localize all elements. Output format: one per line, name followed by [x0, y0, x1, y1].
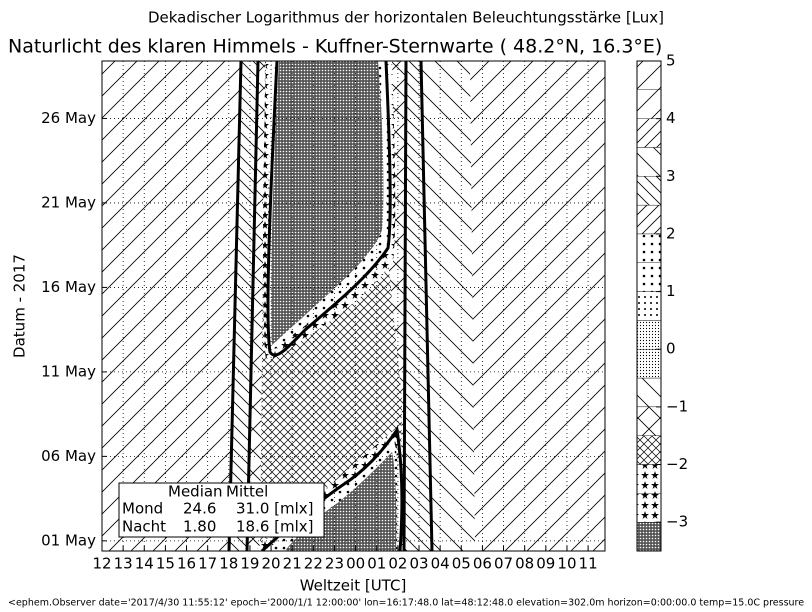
colorbar-band [636, 118, 662, 148]
x-tick-label: 00 [346, 555, 365, 573]
x-tick-label: 20 [262, 555, 281, 573]
x-tick-label: 17 [198, 555, 217, 573]
x-tick-label: 06 [473, 555, 492, 573]
colorbar-band [636, 493, 662, 523]
footer: <ephem.Observer date='2017/4/30 11:55:12… [8, 598, 804, 609]
table-header: Median [168, 483, 223, 501]
x-tick-label: 04 [431, 555, 450, 573]
colorbar-band [636, 233, 662, 263]
y-tick-label: 01 May [41, 531, 96, 549]
x-axis-label: Weltzeit [UTC] [300, 577, 407, 595]
x-tick-label: 09 [536, 555, 555, 573]
colorbar-band [636, 291, 662, 321]
x-tick-label: 21 [283, 555, 302, 573]
colorbar-band [636, 60, 662, 90]
table-cell: 1.80 [183, 518, 216, 536]
x-tick-label: 08 [515, 555, 534, 573]
colorbar-band [636, 522, 662, 552]
stats-table: Median Mittel Mond 24.6 31.0 [mlx] Nacht… [118, 482, 325, 538]
x-tick-label: 16 [177, 555, 196, 573]
axes: 12 13 14 15 16 17 18 19 20 21 22 23 00 01 02 03 04 05 06 07… [41, 61, 605, 573]
x-tick-label: 02 [388, 555, 407, 573]
colorbar-frame [636, 60, 662, 552]
colorbar-band [636, 377, 662, 408]
table-cell: 31.0 [mlx] [236, 500, 314, 518]
colorbar-tick-label: 4 [666, 109, 676, 127]
colorbar-band [636, 435, 662, 465]
x-tick-label: 18 [219, 555, 238, 573]
colorbar-tick-label: 1 [666, 282, 676, 300]
colorbar-tick-label: 2 [666, 224, 676, 242]
chart-title: Dekadischer Logarithmus der horizontalen… [148, 9, 664, 27]
colorbar-band [636, 320, 662, 350]
table-box [118, 482, 325, 538]
colorbar-tick-label: −2 [666, 455, 688, 473]
x-tick-label: 23 [325, 555, 344, 573]
table-cell: 18.6 [mlx] [236, 518, 314, 536]
colorbar-tick-label: −1 [666, 397, 688, 415]
table-cell: 24.6 [183, 500, 216, 518]
chart-subtitle: Naturlicht des klaren Himmels - Kuffner-… [8, 36, 662, 58]
x-tick-label: 14 [135, 555, 154, 573]
y-tick-label: 26 May [41, 109, 96, 127]
x-tick-label: 03 [409, 555, 428, 573]
x-tick-label: 07 [494, 555, 513, 573]
x-tick-label: 19 [240, 555, 259, 573]
plot-frame [101, 60, 606, 552]
colorbar-tick-label: 5 [666, 52, 676, 70]
x-tick-label: 01 [367, 555, 386, 573]
table-cell: Mond [122, 500, 163, 518]
y-tick-label: 06 May [41, 447, 96, 465]
colorbar-band [636, 464, 662, 494]
y-tick-label: 11 May [41, 362, 96, 380]
colorbar-tick-label: 3 [666, 167, 676, 185]
x-tick-label: 15 [156, 555, 175, 573]
colorbar-band [636, 262, 662, 292]
colorbar-band [636, 349, 662, 379]
contour-fields [102, 61, 605, 551]
colorbar-band [636, 406, 662, 436]
x-tick-label: 05 [452, 555, 471, 573]
x-tick-label: 22 [304, 555, 323, 573]
colorbar-band [636, 204, 662, 235]
colorbar-tick-label: 0 [666, 340, 676, 358]
table-header: Mittel [226, 483, 268, 501]
x-tick-label: 12 [92, 555, 111, 573]
x-tick-label: 13 [114, 555, 133, 573]
table-cell: Nacht [122, 518, 166, 536]
colorbar-band [636, 89, 662, 119]
y-tick-label: 21 May [41, 193, 96, 211]
x-tick-label: 10 [557, 555, 576, 573]
colorbar: 5 4 3 2 1 0 −1 −2 −3 [636, 52, 688, 552]
y-tick-label: 16 May [41, 278, 96, 296]
y-axis-label: Datum - 2017 [11, 254, 29, 358]
x-tick-label: 11 [579, 555, 598, 573]
colorbar-band [636, 147, 662, 177]
colorbar-band [636, 176, 662, 206]
colorbar-tick-label: −3 [666, 513, 688, 531]
